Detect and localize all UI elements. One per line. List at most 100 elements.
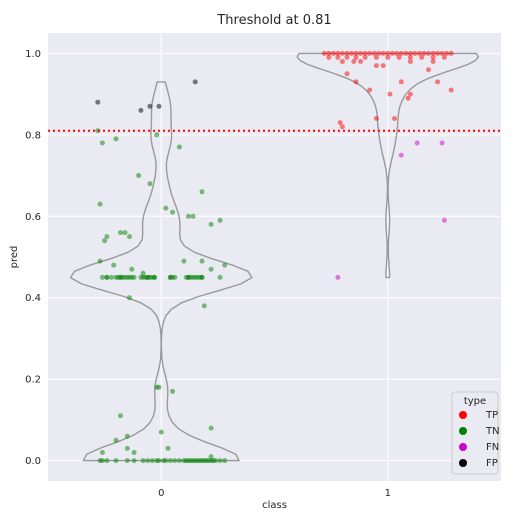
point-tn [136,173,142,178]
legend-label-tp: TP [485,410,498,421]
legend-label-fn: FN [486,442,499,453]
point-tn [149,458,155,464]
y-tick-label: 1.0 [25,49,41,60]
x-tick-label: 1 [385,488,391,499]
violin-class-1 [296,52,480,279]
point-tp [435,50,441,56]
point-tp [367,50,373,56]
point-tp [367,87,373,93]
point-tp [430,59,436,64]
point-tp [353,50,359,56]
point-tn [222,262,228,268]
legend-title: type [464,396,486,407]
point-tn [108,274,114,280]
x-axis-label: class [262,500,287,511]
point-tn [104,234,110,240]
point-tp [353,54,359,60]
point-tn [217,274,223,280]
point-tn [99,458,105,464]
point-tp [430,54,436,60]
point-tn [113,458,119,464]
point-tn [124,445,130,451]
point-tp [335,50,341,56]
y-tick-label: 0.4 [25,293,41,304]
point-tp [389,50,395,56]
point-tn [131,450,137,455]
point-tn [104,274,110,280]
point-tp [407,91,413,97]
point-tn [170,209,176,215]
point-tn [118,413,123,419]
point-tn [185,213,191,219]
point-tn [129,274,135,280]
point-fn [441,217,447,223]
legend-marker-fn [459,443,467,451]
point-tn [172,274,178,280]
point-tp [444,50,450,56]
point-tn [156,384,162,390]
point-fn [398,152,404,158]
point-tp [448,50,454,56]
legend-label-fp: FP [486,458,498,469]
x-tick-label: 0 [158,488,164,499]
point-tp [362,54,368,60]
point-tn [113,136,119,142]
point-tn [201,303,207,309]
point-tn [208,221,214,227]
point-tn [97,201,103,207]
point-tn [199,189,205,195]
point-tn [199,258,205,264]
point-tn [111,262,117,268]
point-tn [190,213,196,219]
legend-marker-tn [459,427,467,435]
point-fp [147,103,153,109]
point-tn [172,458,178,464]
y-tick-label: 0.2 [25,375,41,386]
point-tn [199,274,205,280]
point-tn [158,429,164,435]
point-tp [403,50,409,56]
point-tn [102,238,108,244]
point-tn [176,458,182,464]
point-fn [414,140,420,146]
point-tp [358,50,364,56]
point-tn [208,425,214,431]
point-fp [138,107,144,113]
point-tp [326,50,332,56]
point-tn [213,458,219,464]
y-tick-label: 0.6 [25,212,41,223]
point-tn [140,270,146,276]
point-tp [326,54,332,60]
point-tn [208,454,214,460]
point-tn [165,445,171,451]
point-tn [167,458,173,464]
point-tn [152,274,157,280]
point-tn [97,258,103,264]
violin-class-0 [69,81,253,462]
legend-marker-tp [459,411,467,419]
point-tp [407,54,413,60]
point-tp [441,54,447,60]
point-tp [387,91,393,97]
point-tn [99,450,105,455]
point-tp [398,79,404,85]
point-tp [407,59,413,64]
point-tp [417,50,422,56]
violins [69,52,480,462]
point-tn [222,458,228,464]
point-tp [385,54,391,60]
point-tn [113,437,119,443]
point-tp [351,59,357,64]
point-tp [435,79,441,85]
point-tp [339,50,345,56]
point-tn [176,144,182,150]
point-tp [349,50,354,56]
point-tp [394,50,400,56]
y-tick-label: 0.8 [25,130,41,141]
point-tn [145,458,151,464]
point-tp [396,54,402,60]
point-tn [140,458,146,464]
point-tp [330,50,336,56]
point-tn [124,433,130,439]
